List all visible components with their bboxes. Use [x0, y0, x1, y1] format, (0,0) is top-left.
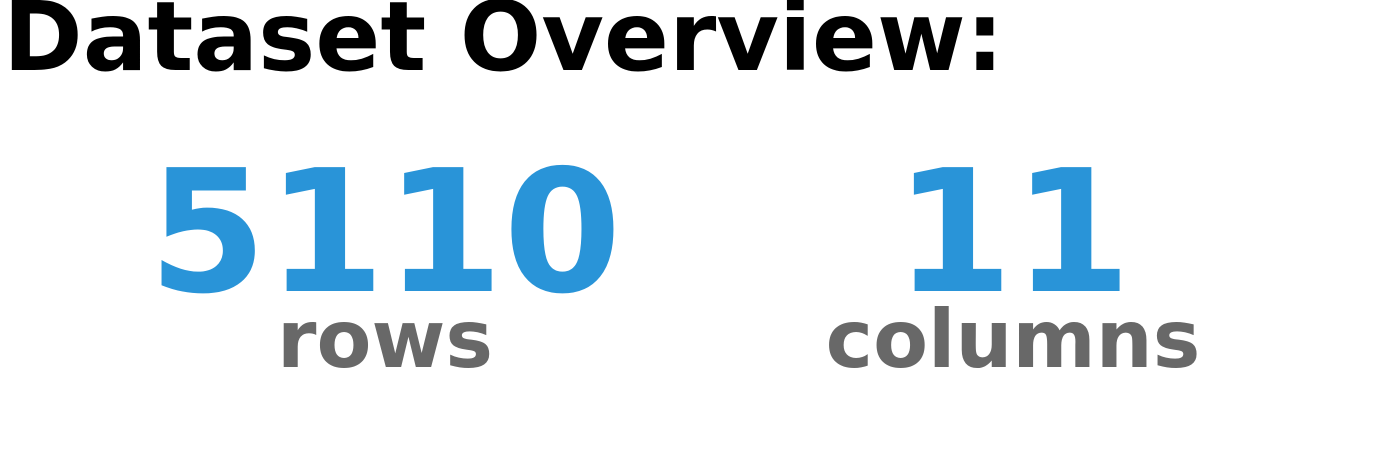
rows-label: rows	[277, 293, 493, 386]
rows-count: 5110	[148, 134, 622, 332]
page-title: Dataset Overview:	[3, 0, 1005, 93]
columns-count: 11	[894, 134, 1132, 332]
columns-label: columns	[825, 293, 1201, 386]
